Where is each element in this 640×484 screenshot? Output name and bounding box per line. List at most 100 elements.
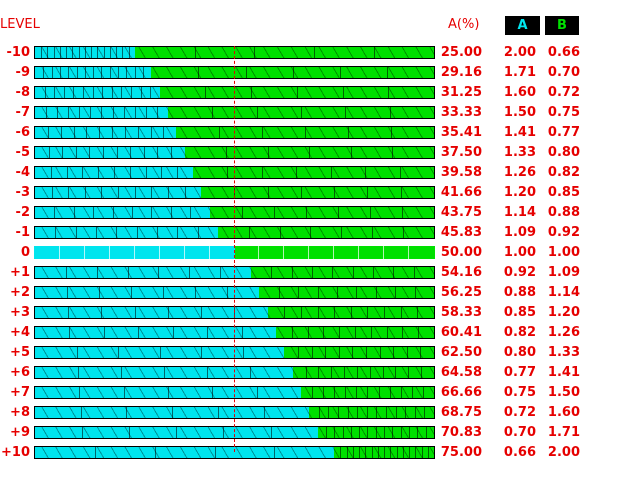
bar-segment-divider [242,327,243,338]
level-row[interactable]: +6 64.58 0.77 1.41 [0,363,640,383]
bar-segment-divider [146,107,147,118]
bar-segment-divider [319,407,320,418]
bar-segment-divider [390,447,391,458]
bar-segment-divider [348,407,349,418]
bar-segment-divider [99,127,100,138]
bar-segment-divider [401,427,402,438]
a-value: 0.92 [503,265,536,280]
bar-segment-divider [116,227,117,238]
level-row[interactable]: +9 70.83 0.70 1.71 [0,423,640,443]
bar-segment-divider [168,387,169,398]
level-row[interactable]: -2 43.75 1.14 0.88 [0,203,640,223]
level-row[interactable]: +1 54.16 0.92 1.09 [0,263,640,283]
bar-segment-divider [383,367,384,378]
bar-segment-divider [331,367,332,378]
level-row[interactable]: +2 56.25 0.88 1.14 [0,283,640,303]
bar-segment-divider [101,107,102,118]
bar-segment-divider [93,87,94,98]
level-row[interactable]: +4 60.41 0.82 1.26 [0,323,640,343]
level-label: -3 [15,185,30,200]
level-row[interactable]: +10 75.00 0.66 2.00 [0,443,640,463]
level-row[interactable]: -6 35.41 1.41 0.77 [0,123,640,143]
bar-segment-divider [422,447,423,458]
bar-segment-divider [400,167,401,178]
bar-segment-divider [384,427,385,438]
level-row[interactable]: 0 50.00 1.00 1.00 [0,243,640,263]
level-row[interactable]: -9 29.16 1.71 0.70 [0,63,640,83]
bar-segment-divider [345,107,346,118]
bar-segment-divider [168,307,169,318]
a-percent-value: 25.00 [440,45,482,60]
level-row[interactable]: +3 58.33 0.85 1.20 [0,303,640,323]
a-portion-fill [35,207,210,218]
bar-segment-divider [348,127,349,138]
bar-segment-divider [97,47,98,58]
bar-segment-divider [383,246,384,259]
bar-segment-divider [309,147,310,158]
level-row[interactable]: +8 68.75 0.72 1.60 [0,403,640,423]
level-row[interactable]: +7 66.66 0.75 1.50 [0,383,640,403]
bar-segment-divider [76,227,77,238]
bar-segment-divider [52,187,53,198]
bar-segment-divider [60,67,61,78]
a-portion-fill [35,387,301,398]
level-row[interactable]: -7 33.33 1.50 0.75 [0,103,640,123]
bar-segment-divider [352,347,353,358]
bar-segment-divider [301,107,302,118]
level-row[interactable]: +5 62.50 0.80 1.33 [0,343,640,363]
bar-hatch-texture [35,447,434,458]
a-value: 0.88 [503,285,536,300]
level-row[interactable]: -5 37.50 1.33 0.80 [0,143,640,163]
bar-segment-divider [246,67,247,78]
level-row[interactable]: -3 41.66 1.20 0.85 [0,183,640,203]
bar-segment-divider [297,87,298,98]
bar-segment-divider [412,387,413,398]
bar-segment-divider [370,207,371,218]
bar-segment-divider [68,307,69,318]
a-percent-value: 45.83 [440,225,482,240]
b-value: 1.26 [547,325,580,340]
bar-segment-divider [392,427,393,438]
bar-segment-divider [296,167,297,178]
bar-segment-divider [84,246,85,259]
bar-segment-divider [157,227,158,238]
a-value: 0.66 [503,445,536,460]
level-row[interactable]: -4 39.58 1.26 0.82 [0,163,640,183]
bar-segment-divider [109,246,110,259]
level-label: -1 [15,225,30,240]
bar-segment-divider [345,387,346,398]
level-row[interactable]: -1 45.83 1.09 0.92 [0,223,640,243]
b-value: 1.00 [547,245,580,260]
bar-segment-divider [409,447,410,458]
bar-segment-divider [163,287,164,298]
a-percent-value: 58.33 [440,305,482,320]
a-value: 1.60 [503,85,536,100]
bar-segment-divider [164,367,165,378]
bar-segment-divider [308,246,309,259]
bar-segment-divider [143,67,144,78]
bar-segment-divider [351,307,352,318]
level-row[interactable]: -10 25.00 2.00 0.66 [0,43,640,63]
bar-segment-divider [338,407,339,418]
a-portion-fill [35,267,252,278]
a-value: 0.77 [503,365,536,380]
bar-segment-divider [390,387,391,398]
bar-segment-divider [129,427,130,438]
bar-segment-divider [113,107,114,118]
b-value: 1.50 [547,385,580,400]
bar-segment-divider [66,267,67,278]
bar-segment-divider [155,447,156,458]
a-portion-fill [35,227,218,238]
bar-segment-divider [150,87,151,98]
bar-segment-divider [367,427,368,438]
bar-segment-divider [417,427,418,438]
bar-segment-divider [226,147,227,158]
bar-segment-divider [351,147,352,158]
bar-segment-divider [134,246,135,259]
bar-segment-divider [67,167,68,178]
level-label: +6 [10,365,30,380]
level-row[interactable]: -8 31.25 1.60 0.72 [0,83,640,103]
bar-segment-divider [137,227,138,238]
bar-segment-divider [124,387,125,398]
b-value: 1.20 [547,305,580,320]
